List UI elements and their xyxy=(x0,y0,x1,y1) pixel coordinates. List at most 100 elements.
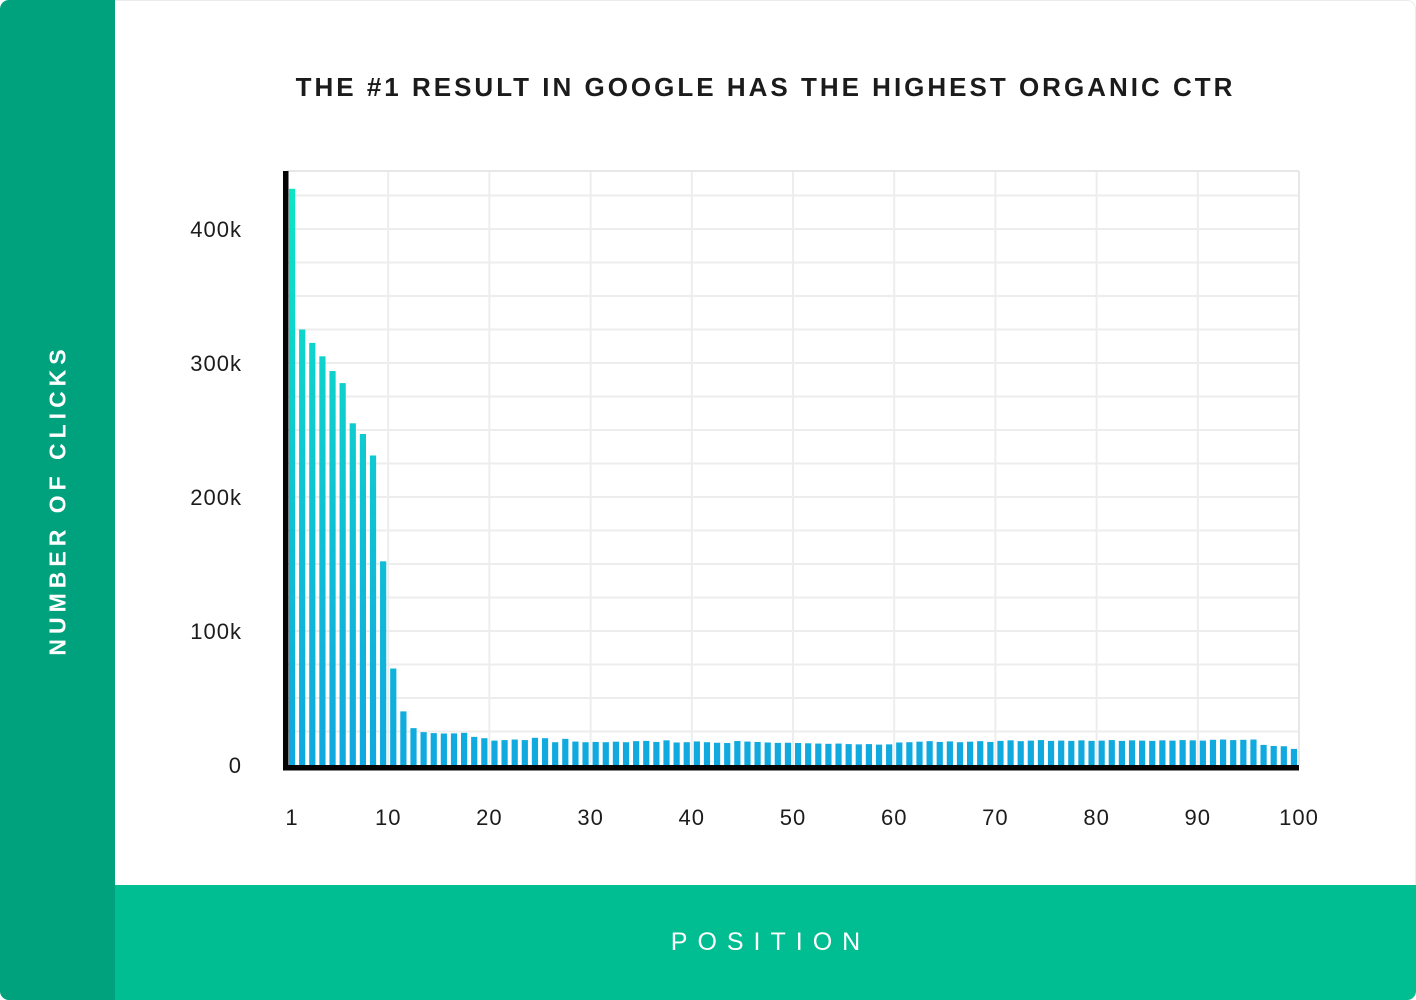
bar-position-4 xyxy=(319,356,326,765)
bar-position-83 xyxy=(1118,740,1125,765)
bar-position-68 xyxy=(967,741,974,765)
x-tick-label: 50 xyxy=(780,805,806,830)
x-tick-label: 10 xyxy=(375,805,401,830)
bar-position-44 xyxy=(724,743,731,765)
bar-position-33 xyxy=(612,741,619,765)
bar-position-20 xyxy=(481,738,488,765)
bar-position-95 xyxy=(1240,739,1247,765)
bar-position-8 xyxy=(359,434,366,765)
bar-position-35 xyxy=(633,741,640,765)
bar-position-15 xyxy=(430,733,437,765)
bar-position-100 xyxy=(1290,748,1298,765)
bar-position-91 xyxy=(1199,740,1206,765)
x-tick-label: 30 xyxy=(577,805,603,830)
y-tick-label: 400k xyxy=(190,217,242,242)
x-tick-label: 60 xyxy=(881,805,907,830)
bar-position-76 xyxy=(1047,740,1055,765)
bar-position-50 xyxy=(784,742,792,765)
bar-position-70 xyxy=(987,741,994,765)
x-axis-band: POSITION xyxy=(115,885,1416,1000)
x-tick-label: 80 xyxy=(1083,805,1109,830)
bar-position-94 xyxy=(1230,740,1237,765)
bar-position-88 xyxy=(1169,740,1176,765)
bar-position-72 xyxy=(1007,740,1014,765)
bar-position-67 xyxy=(956,742,964,765)
bar-position-21 xyxy=(491,740,498,765)
bar-position-85 xyxy=(1139,740,1146,765)
bar-position-9 xyxy=(369,455,377,765)
bar-position-48 xyxy=(764,742,771,765)
bar-position-39 xyxy=(673,742,680,765)
y-tick-label: 200k xyxy=(190,485,242,510)
bar-position-97 xyxy=(1260,744,1267,765)
bar-position-7 xyxy=(349,423,356,765)
bar-position-77 xyxy=(1058,740,1065,765)
bar-position-66 xyxy=(946,741,953,765)
bar-position-64 xyxy=(926,741,933,765)
y-tick-label: 100k xyxy=(190,619,242,644)
bar-position-54 xyxy=(825,743,832,765)
bar-position-37 xyxy=(653,741,660,765)
bar-position-22 xyxy=(501,740,508,765)
bar-position-31 xyxy=(592,741,599,765)
bar-position-18 xyxy=(461,732,468,765)
bar-position-80 xyxy=(1088,740,1095,765)
bar-position-10 xyxy=(380,561,387,765)
bar-position-24 xyxy=(521,740,528,765)
bar-position-46 xyxy=(744,741,751,765)
bar-position-12 xyxy=(400,711,407,765)
bar-position-2 xyxy=(299,329,306,765)
bar-position-79 xyxy=(1078,740,1085,765)
bar-position-3 xyxy=(309,342,316,765)
bar-position-45 xyxy=(734,741,741,765)
y-tick-label: 0 xyxy=(229,753,242,778)
y-axis-band-label: NUMBER OF CLICKS xyxy=(44,344,70,656)
chart-title: THE #1 RESULT IN GOOGLE HAS THE HIGHEST … xyxy=(295,72,1236,102)
tick-labels: 0 100k 200k 300k 400k 1 10 20 30 40 50 60 70 80 90 100 xyxy=(190,217,1319,830)
bar-position-69 xyxy=(977,741,984,765)
bar-position-92 xyxy=(1209,739,1217,765)
y-axis-band: NUMBER OF CLICKS xyxy=(0,0,115,1000)
bar-position-29 xyxy=(572,741,579,765)
bar-position-87 xyxy=(1159,740,1166,765)
bar-position-47 xyxy=(754,741,761,765)
bar-position-17 xyxy=(450,733,458,765)
gridlines xyxy=(284,170,1300,765)
bar-position-1 xyxy=(288,188,296,766)
bar-position-73 xyxy=(1017,741,1024,765)
bar-position-78 xyxy=(1068,740,1075,765)
x-axis-band-label: POSITION xyxy=(670,928,871,956)
bar-position-56 xyxy=(845,744,852,765)
bar-position-63 xyxy=(916,741,923,765)
bar-position-53 xyxy=(815,743,822,765)
bar-position-57 xyxy=(855,744,862,765)
bar-position-98 xyxy=(1270,745,1277,765)
bar-position-13 xyxy=(410,728,417,765)
bar-position-71 xyxy=(997,740,1004,765)
bar-position-58 xyxy=(865,744,872,765)
x-tick-label: 70 xyxy=(982,805,1008,830)
bar-position-6 xyxy=(339,383,346,765)
bar-position-99 xyxy=(1280,746,1287,765)
bar-position-27 xyxy=(552,742,559,765)
bar-position-61 xyxy=(896,742,903,765)
x-tick-label: 100 xyxy=(1279,805,1319,830)
bars xyxy=(288,188,1298,766)
x-tick-label: 1 xyxy=(285,805,298,830)
bar-position-16 xyxy=(440,733,447,765)
bar-position-75 xyxy=(1037,740,1045,765)
bar-position-51 xyxy=(794,743,802,765)
bar-position-38 xyxy=(663,740,670,765)
bar-position-55 xyxy=(835,743,842,765)
bar-position-36 xyxy=(643,740,650,765)
bar-position-40 xyxy=(683,742,690,765)
y-tick-label: 300k xyxy=(190,351,242,376)
x-tick-label: 40 xyxy=(679,805,705,830)
bar-position-14 xyxy=(420,732,427,765)
bar-position-86 xyxy=(1149,740,1156,765)
x-tick-label: 90 xyxy=(1185,805,1211,830)
bar-position-59 xyxy=(875,744,883,765)
bar-position-84 xyxy=(1128,740,1136,765)
x-axis-line xyxy=(283,765,1299,771)
